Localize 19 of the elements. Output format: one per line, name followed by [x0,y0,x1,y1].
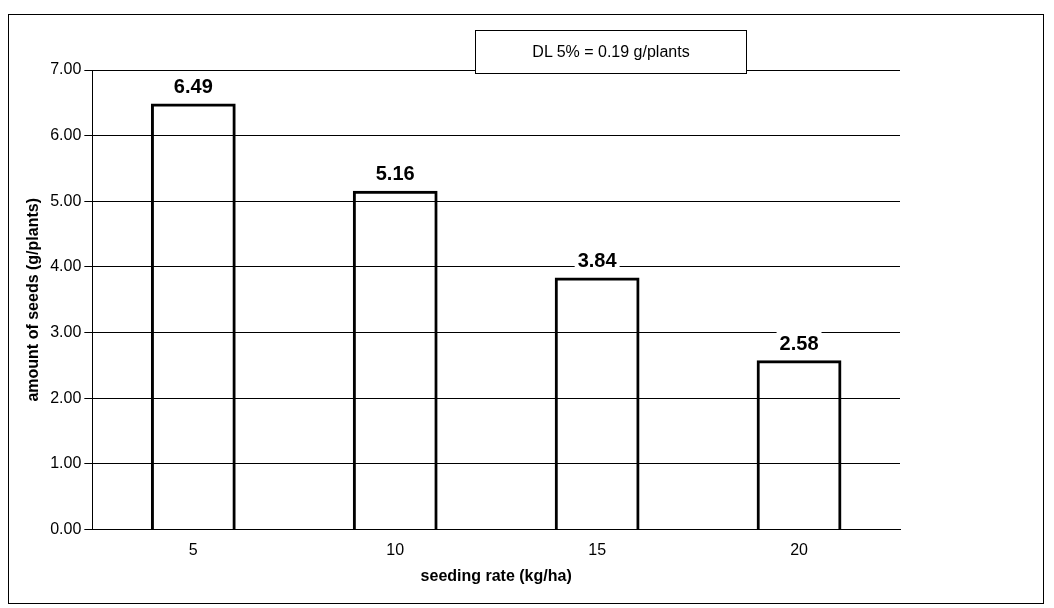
y-tick-label: 0.00 [50,520,82,538]
data-label: 6.49 [173,75,213,97]
y-tick-label: 1.00 [50,454,82,472]
y-tick-label: 2.00 [50,388,82,406]
note-box: DL 5% = 0.19 g/plants [475,30,747,74]
x-tick-label: 10 [386,540,405,558]
y-tick-label: 7.00 [50,60,82,78]
x-tick-label: 15 [588,540,607,558]
x-tick-label: 5 [188,540,198,558]
y-tick-label: 6.00 [50,126,82,144]
data-label: 3.84 [577,248,618,271]
y-axis-title: amount of seeds (g/plants) [24,198,42,402]
y-tick-label: 5.00 [50,191,82,209]
x-tick-label: 20 [790,540,809,558]
data-label: 5.16 [375,162,415,185]
data-label: 2.58 [779,331,819,354]
y-tick-label: 4.00 [50,257,82,275]
y-tick-label: 3.00 [50,323,82,341]
x-axis-title: seeding rate (kg/ha) [420,566,572,584]
